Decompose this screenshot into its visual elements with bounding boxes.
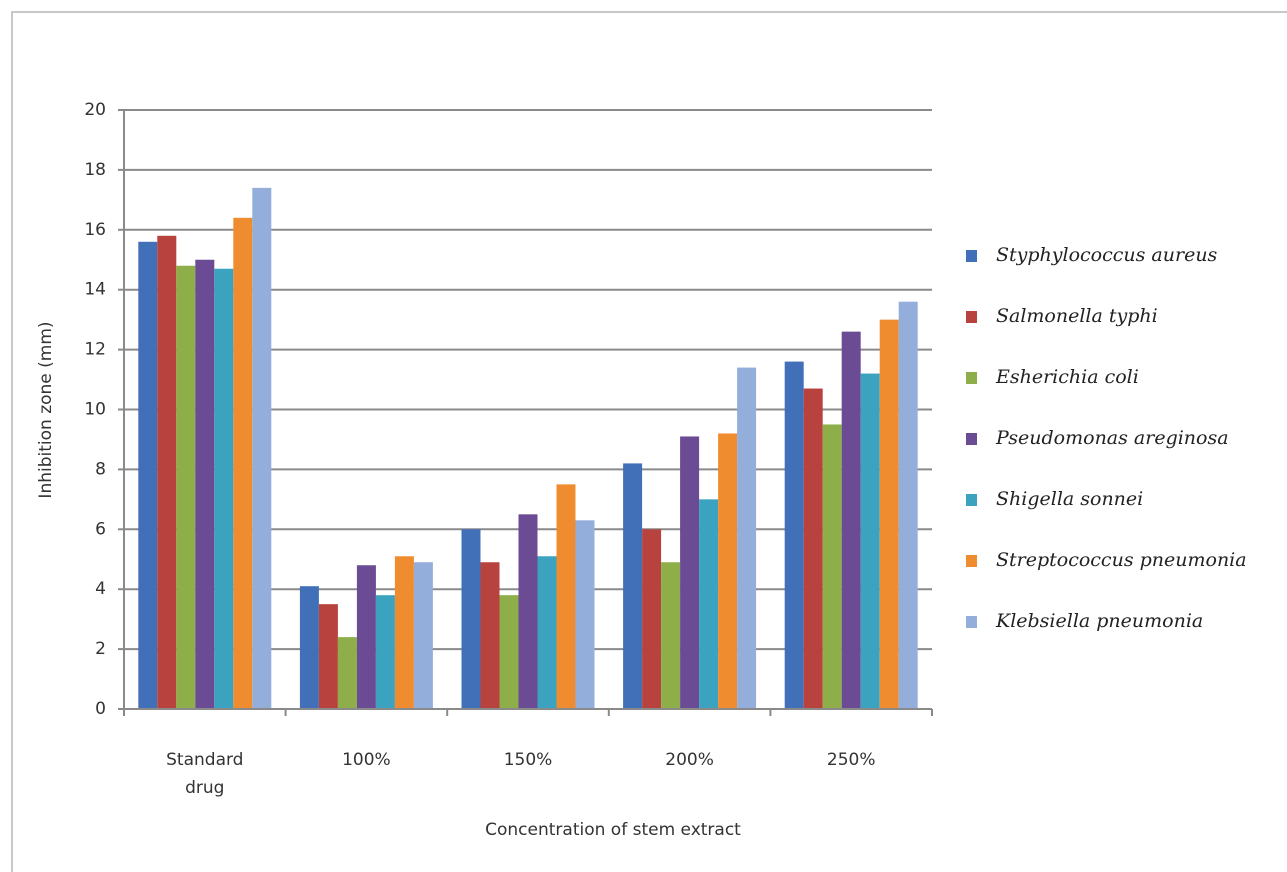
bar (157, 235, 177, 710)
bar (718, 433, 738, 709)
legend-swatch (966, 250, 977, 262)
bar (214, 268, 234, 709)
y-axis-title: Inhibition zone (mm) (36, 321, 56, 498)
bar (822, 424, 842, 709)
legend-swatch (966, 616, 977, 628)
bar (299, 586, 319, 709)
bar (556, 484, 576, 709)
legend-swatch (966, 494, 977, 506)
bar (737, 367, 757, 709)
bar (803, 388, 823, 709)
bar (879, 319, 899, 709)
bar (356, 565, 376, 709)
bar (413, 562, 433, 709)
legend-label: Pseudomonas areginosa (995, 427, 1229, 449)
y-tick-label: 10 (84, 400, 106, 420)
legend-label: Shigella sonnei (996, 488, 1143, 510)
y-tick-label: 14 (84, 280, 106, 300)
bar (518, 514, 538, 709)
bar (480, 562, 500, 709)
bar (337, 637, 357, 709)
bar (499, 595, 519, 709)
legend-swatch (966, 433, 977, 445)
bar (195, 259, 215, 709)
legend-label: Salmonella typhi (996, 305, 1158, 327)
frame (11, 11, 1287, 872)
bar (537, 556, 557, 709)
legend-label: Streptococcus pneumonia (996, 549, 1247, 571)
bar (661, 562, 681, 709)
bar (138, 241, 158, 709)
bar (642, 529, 662, 709)
bar (575, 520, 595, 709)
y-tick-label: 0 (95, 699, 106, 719)
bar (784, 361, 804, 709)
x-tick-label: 250% (826, 750, 876, 770)
bar (394, 556, 414, 709)
y-tick-label: 20 (84, 100, 106, 120)
y-tick-label: 8 (95, 459, 106, 479)
bar (176, 265, 196, 709)
x-tick-label: 150% (503, 750, 553, 770)
y-tick-label: 18 (84, 160, 106, 180)
y-tick-label: 6 (95, 519, 106, 539)
x-axis-title: Concentration of stem extract (485, 820, 741, 840)
legend-swatch (966, 311, 977, 323)
legend-label: Esherichia coli (995, 366, 1139, 388)
bar (233, 217, 253, 709)
bar (252, 187, 272, 709)
legend-swatch (966, 555, 977, 567)
bar (699, 499, 719, 709)
bar (860, 373, 880, 709)
y-tick-label: 2 (95, 639, 106, 659)
legend-label: Klebsiella pneumonia (995, 610, 1203, 632)
x-tick-label: Standard drug (166, 750, 244, 798)
x-tick-label: 200% (665, 750, 714, 770)
bar (318, 604, 338, 709)
bar (375, 595, 395, 709)
bar (841, 331, 861, 709)
legend-label: Styphylococcus aureus (996, 244, 1218, 266)
bar (461, 529, 481, 709)
bar (680, 436, 700, 709)
bar (898, 301, 918, 709)
legend-swatch (966, 372, 977, 384)
x-tick-label: 100% (342, 750, 391, 770)
y-tick-label: 12 (84, 340, 106, 360)
y-tick-label: 4 (95, 579, 106, 599)
y-tick-label: 16 (84, 220, 106, 240)
bar (623, 463, 643, 709)
